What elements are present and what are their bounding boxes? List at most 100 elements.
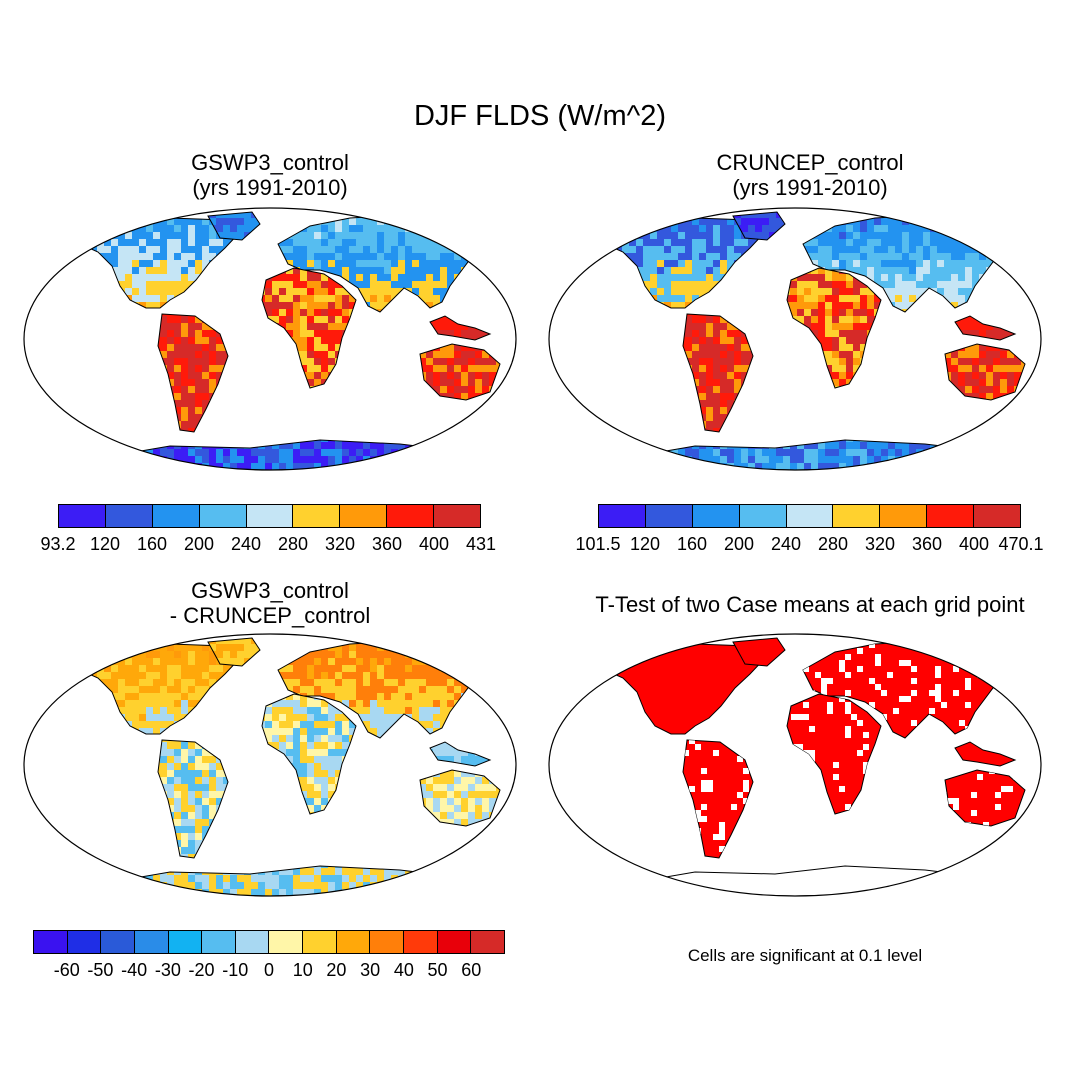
continent-antarctica [545,204,1045,474]
colorbar-swatch [106,505,153,527]
colorbar-swatch [927,505,974,527]
colorbar-swatch [646,505,693,527]
colorbar-swatch [200,505,247,527]
colorbar-swatch [153,505,200,527]
colorbar-tick-label: 360 [372,534,402,555]
continent-seAsia [20,204,520,474]
colorbar-tick-label: 200 [724,534,754,555]
colorbar-swatch [787,505,834,527]
colorbar-tick-label: 431 [466,534,496,555]
colorbar-tick-label: -20 [189,960,215,981]
colorbar-tick-label: 120 [90,534,120,555]
continent-southAmerica [683,740,753,858]
colorbar-tick-label: 40 [394,960,414,981]
nonsignificant-cells [545,630,1045,900]
colorbar-labels-gswp3: 93.2 120 160 200 240 280 320 360 400 431 [58,534,481,556]
continent-africa [20,630,520,900]
panel-title-line1: GSWP3_control [20,150,520,175]
colorbar-tick-label: 320 [325,534,355,555]
continent-southAmerica [20,630,520,900]
map-difference [20,630,520,900]
continent-africa [787,694,881,814]
nonsignificant-cells [545,630,1045,900]
colorbar-swatch [740,505,787,527]
colorbar-swatch [101,931,135,953]
colorbar-gswp3 [58,504,481,528]
colorbar-tick-label: 280 [818,534,848,555]
colorbar-tick-label: -40 [121,960,147,981]
continent-eurasia [20,204,520,474]
colorbar-swatch [59,505,106,527]
colorbar-tick-label: 200 [184,534,214,555]
continent-seAsia [545,204,1045,474]
colorbar-swatch [34,931,68,953]
colorbar-swatch [438,931,472,953]
colorbar-swatch [387,505,434,527]
colorbar-swatch [434,505,480,527]
panel-title-line2: (yrs 1991-2010) [560,175,1060,200]
continent-greenland [20,204,520,474]
continent-antarctica [20,204,520,474]
colorbar-swatch [202,931,236,953]
colorbar-tick-label: 101.5 [575,534,620,555]
continent-southAmerica [545,204,1045,474]
continent-australia [20,630,520,900]
continent-australia [545,204,1045,474]
continent-greenland [545,204,1045,474]
colorbar-tick-label: 60 [461,960,481,981]
continent-australia [20,204,520,474]
colorbar-swatch [833,505,880,527]
figure-title: DJF FLDS (W/m^2) [0,100,1080,133]
panel-title-gswp3: GSWP3_control (yrs 1991-2010) [20,150,520,200]
nonsignificant-cells [545,630,1045,900]
colorbar-swatch [404,931,438,953]
continent-eurasia [20,630,520,900]
colorbar-tick-label: 400 [419,534,449,555]
panel-title-cruncep: CRUNCEP_control (yrs 1991-2010) [560,150,1060,200]
colorbar-tick-label: 50 [428,960,448,981]
colorbar-swatch [68,931,102,953]
colorbar-swatch [340,505,387,527]
continent-northAmerica [20,630,520,900]
colorbar-swatch [471,931,504,953]
colorbar-labels-cruncep: 101.5 120 160 200 240 280 320 360 400 470.1 [598,534,1021,556]
map-ttest [545,630,1045,900]
colorbar-swatch [269,931,303,953]
colorbar-swatch [880,505,927,527]
colorbar-swatch [247,505,294,527]
continent-northAmerica [20,204,520,474]
colorbar-tick-label: 10 [293,960,313,981]
colorbar-tick-label: 240 [231,534,261,555]
continent-greenland [20,630,520,900]
colorbar-tick-label: 470.1 [998,534,1043,555]
colorbar-tick-label: -50 [87,960,113,981]
colorbar-tick-label: 320 [865,534,895,555]
panel-title-line1: T-Test of two Case means at each grid po… [560,592,1060,617]
colorbar-swatch [169,931,203,953]
colorbar-swatch [370,931,404,953]
colorbar-tick-label: 360 [912,534,942,555]
continent-eurasia [545,204,1045,474]
map-gswp3 [20,204,520,474]
significance-note: Cells are significant at 0.1 level [555,946,1055,966]
colorbar-diff [33,930,505,954]
colorbar-cruncep [598,504,1021,528]
continent-southAmerica [20,204,520,474]
colorbar-tick-label: 160 [677,534,707,555]
panel-title-line2: - CRUNCEP_control [20,603,520,628]
continent-antarctica [637,866,975,896]
colorbar-tick-label: 280 [278,534,308,555]
continent-northAmerica [545,204,1045,474]
map-cruncep [545,204,1045,474]
colorbar-tick-label: 160 [137,534,167,555]
colorbar-swatch [974,505,1020,527]
colorbar-tick-label: 0 [264,960,274,981]
colorbar-swatch [236,931,270,953]
colorbar-labels-diff: -60 -50 -40 -30 -20 -10 0 10 20 30 40 50 60 [33,960,505,982]
colorbar-tick-label: -60 [54,960,80,981]
continent-seAsia [20,630,520,900]
panel-title-line1: GSWP3_control [20,578,520,603]
colorbar-tick-label: 20 [326,960,346,981]
colorbar-swatch [303,931,337,953]
colorbar-tick-label: -30 [155,960,181,981]
